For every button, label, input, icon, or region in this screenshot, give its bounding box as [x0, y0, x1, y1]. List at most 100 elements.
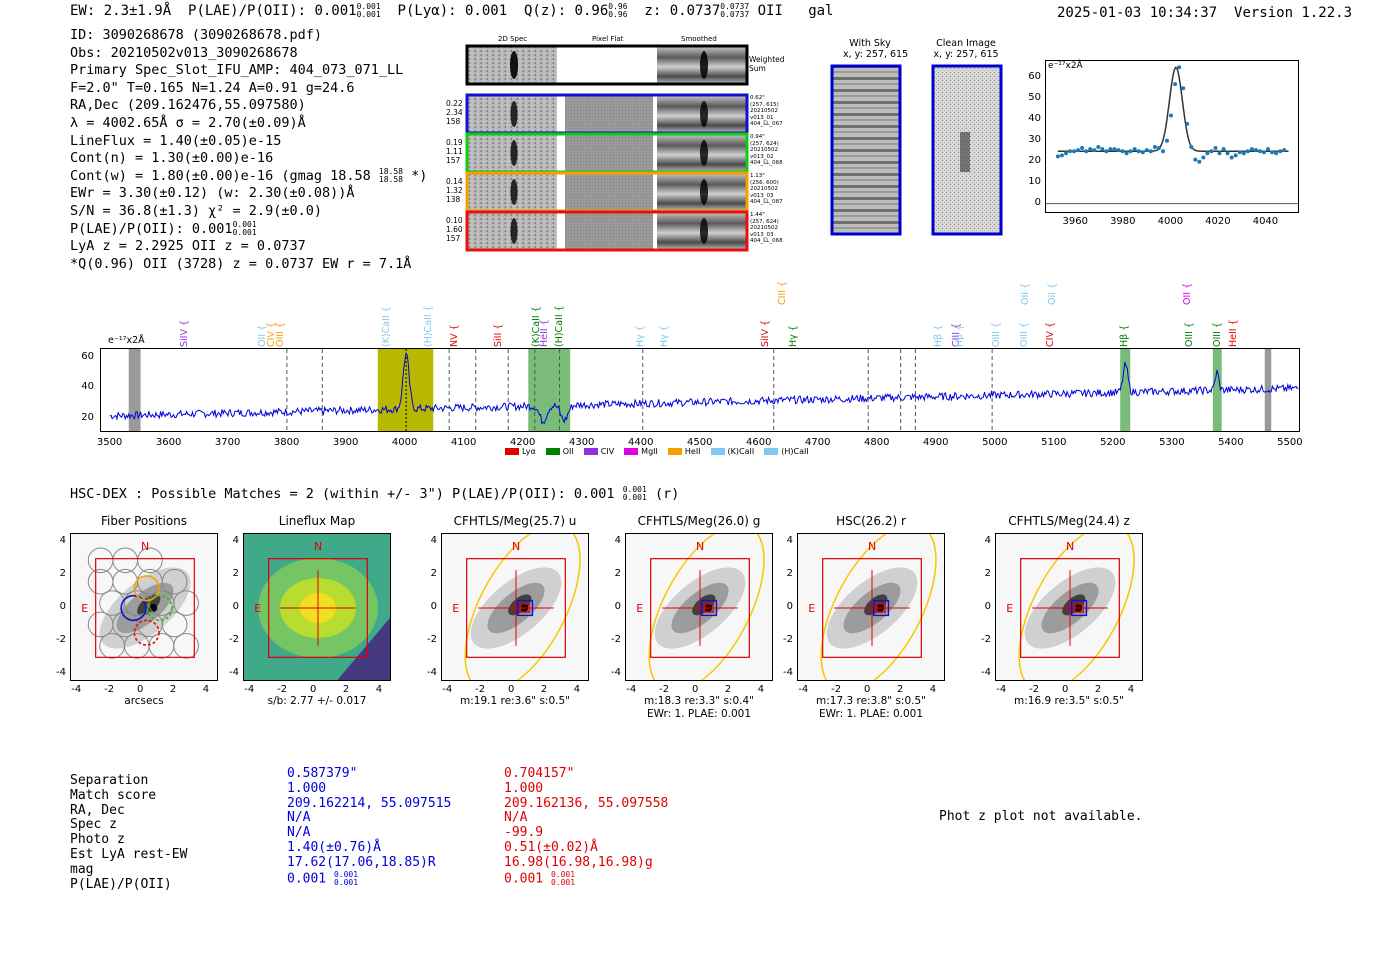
panel-xtick: -4: [996, 684, 1007, 695]
legend-label: HeII: [684, 447, 701, 456]
panel-ytick: 4: [786, 535, 793, 547]
spec-line-label: (K)CaII {: [380, 306, 392, 347]
row-frame: [465, 210, 749, 252]
hsc-heading: HSC-DEX : Possible Matches = 2 (within +…: [70, 485, 680, 503]
spec-xtick: 4400: [627, 437, 654, 448]
spec-ytick: 20: [81, 411, 94, 423]
match-plae-value: 0.001: [504, 871, 544, 887]
match-value: N/A: [287, 825, 311, 841]
match-value: 0.587379": [287, 766, 358, 781]
header-timestamp: 2025-01-03 10:34:37 Version 1.22.3: [1057, 5, 1353, 21]
legend-item: Lyα: [505, 447, 536, 456]
fit-data-point: [1088, 147, 1093, 152]
panel-ytick: 0: [232, 601, 239, 612]
row-pixelflat: [565, 173, 653, 211]
col-pixelflat: Pixel Flat: [592, 35, 624, 43]
fit-data-point: [1197, 159, 1202, 164]
panel-xtick: 0: [1062, 684, 1069, 695]
legend-item: HeII: [667, 447, 701, 456]
fit-data-point: [1237, 150, 1242, 155]
row-detail-value: (256, 600): [750, 179, 779, 186]
detection-info: ID: 3090268678 (3090268678.pdf) Obs: 202…: [70, 27, 427, 273]
panel-ytick: -2: [56, 633, 66, 645]
panel-xtick: -2: [831, 684, 842, 695]
match-plae-err: 0.001 0.001: [550, 869, 576, 887]
match-plae: 0.001 0.001 0.001: [504, 869, 668, 887]
header-qz: Q(z): 0.96: [523, 3, 609, 19]
legend-swatch: [624, 448, 639, 455]
search-box: [1020, 558, 1120, 658]
cutout-grid: [465, 44, 749, 252]
fit-data-point: [1148, 149, 1153, 154]
oii-region: [528, 349, 571, 431]
row-2d-source: [510, 140, 518, 166]
compass-n: N: [512, 540, 520, 553]
panel-ytick: 2: [984, 568, 991, 580]
info-lineflux: LineFlux = 1.40(±0.05)e-15: [70, 132, 282, 149]
panel-ytick: 2: [786, 568, 793, 580]
galaxy-core: [508, 594, 532, 616]
col-smoothed: Smoothed: [681, 35, 717, 43]
fit-data-point: [1128, 149, 1133, 154]
legend-swatch: [545, 448, 560, 455]
galaxy-core: [864, 594, 888, 616]
panel-xtick: -2: [1029, 684, 1040, 695]
spec-line-label: OIII {: [1211, 322, 1223, 347]
match-row-label: Match score: [70, 787, 157, 803]
photz-note: Phot z plot not available.: [939, 809, 1143, 824]
panel-xtick: 2: [342, 684, 350, 695]
fit-ytick: 10: [1028, 175, 1041, 187]
spec-xtick: 4600: [746, 437, 772, 448]
line-fit-plot: [1045, 60, 1299, 213]
match-row-label: mag: [70, 861, 94, 877]
aperture-ellipse: [648, 534, 765, 680]
panel-xtick: 2: [724, 684, 732, 695]
match-red: [1074, 603, 1084, 613]
fit-data-point: [1270, 150, 1275, 155]
panel-caption: m:18.3 re:3.3" s:0.4": [644, 695, 754, 707]
panel-caption: m:17.3 re:3.8" s:0.5": [816, 695, 926, 707]
search-box: [466, 558, 566, 658]
fit-data-point: [1096, 145, 1101, 149]
header-ew: EW: 2.3±1.9Å: [70, 3, 172, 19]
match-red: [876, 603, 886, 613]
spec-xtick: 3700: [214, 437, 241, 448]
row-weight-value: 1.11: [446, 147, 463, 156]
compass-n: N: [314, 540, 322, 553]
row-detail-value: v013_02: [750, 153, 774, 160]
legend-swatch: [667, 448, 682, 455]
fit-xtick: 4020: [1205, 216, 1231, 227]
galaxy-core: [1062, 594, 1086, 616]
match-value: 1.40(±0.76)Å: [287, 839, 381, 855]
match-value: 0.704157": [504, 766, 575, 781]
row-details: 0.62" (257, 615) 20210502 v013_01 404_LL_067: [750, 95, 783, 128]
fit-data-point: [1124, 151, 1129, 156]
fit-data-point: [1185, 121, 1190, 126]
with-sky-title: With Sky x, y: 257, 615: [843, 38, 909, 60]
panel-title: CFHTLS/Meg(26.0) g: [637, 514, 761, 528]
fit-data-point: [1152, 145, 1157, 149]
fiber-circle: [161, 568, 188, 595]
info-plae: P(LAE)/P(OII): 0.001 0.001 0.001: [70, 219, 257, 237]
fit-data-point: [1189, 145, 1194, 149]
row-weight-value: 157: [446, 234, 461, 243]
panel-ytick: -2: [611, 633, 621, 645]
spec-line-label: OII {: [1046, 282, 1058, 305]
spec-line-label: NV {: [449, 324, 461, 347]
fit-data-point: [1274, 151, 1279, 156]
panel-canvas: NE: [71, 534, 217, 680]
hb-region: [1120, 349, 1131, 431]
fiber-circle: [173, 632, 199, 659]
panel-xtick: -4: [798, 684, 809, 695]
legend-swatch: [505, 448, 519, 455]
spectrum-legend: Lyα OII CIV MgII HeII (K)CaII (H)CaII: [505, 447, 819, 456]
row-smoothed-source: [700, 101, 708, 127]
info-contw: Cont(w) = 1.80(±0.00)e-16 (gmag 18.58 18…: [70, 166, 428, 184]
masked-region: [128, 349, 141, 431]
row-detail-value: v013_03: [750, 192, 774, 199]
row-weights: 0.14 1.32 138: [446, 177, 463, 204]
info-obs: Obs: 20210502v013_3090268678: [70, 44, 298, 61]
fit-data-point: [1177, 65, 1182, 70]
match-value: 209.162136, 55.097558: [504, 795, 669, 811]
panel-xtick: 0: [692, 684, 699, 695]
